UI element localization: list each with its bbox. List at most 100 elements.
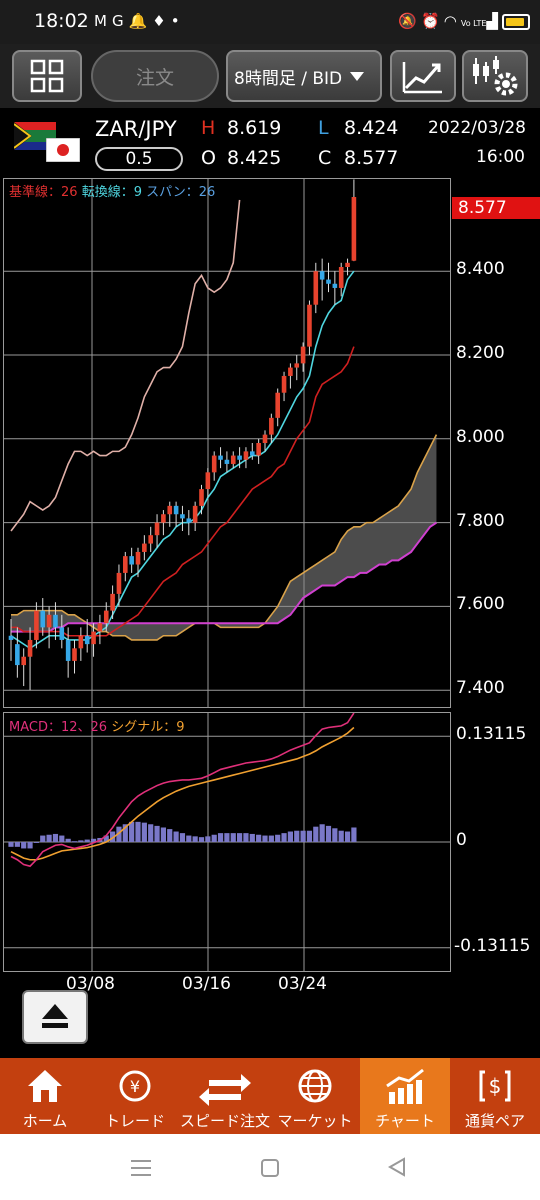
macd-histogram-bar [33,842,39,843]
macd-histogram-bar [135,821,141,842]
candle [205,472,211,490]
macd-tick-label: 0 [456,830,467,850]
macd-histogram-bar [249,833,255,842]
close-value: 8.577 [344,147,399,169]
dot-icon: • [170,12,185,30]
currency-pair-icon: $ [479,1070,511,1102]
low-value: 8.424 [344,117,399,139]
macd-histogram-bar [294,830,300,842]
macd-histogram-bar [256,834,262,842]
candle [97,623,103,632]
eject-icon [42,1004,68,1028]
macd-chart[interactable]: MACD：12、26 シグナル：9 [3,712,451,972]
nav-trade[interactable]: ¥ トレード [90,1058,180,1134]
svg-text:¥: ¥ [130,1077,140,1096]
candle [211,455,217,473]
japan-flag-icon [46,138,80,162]
macd-histogram-bar [40,835,46,842]
price-chart[interactable]: 基準線：26 転換線：9 スパン：26 [3,178,451,708]
candle [27,639,33,657]
ichimoku-candle-chart [4,179,450,707]
macd-histogram-bar [237,833,243,842]
collapse-button[interactable] [22,990,88,1044]
lot-size-box[interactable]: 0.5 [95,147,183,171]
nav-speed-order-label: スピード注文 [180,1112,271,1130]
candle [230,455,236,464]
span-a-line [11,434,438,641]
macd-histogram-bar [351,827,357,842]
macd-histogram-bar [179,833,186,842]
candle [218,455,223,460]
candle [110,593,115,611]
nav-chart[interactable]: チャート [360,1058,450,1134]
price-tick-label: 8.400 [456,259,505,280]
twitter-icon: ♦ [152,12,171,30]
candle [40,610,46,628]
macd-histogram-bar [306,830,313,842]
candle [78,635,84,649]
chikou-line [10,199,241,532]
candle [123,556,128,573]
macd-histogram-bar [268,835,274,842]
candle [135,551,141,565]
macd-histogram-bar [217,833,224,842]
macd-histogram-bar [192,836,198,842]
macd-histogram-bar [319,824,325,842]
nav-market-label: マーケット [277,1112,353,1130]
order-button[interactable]: 注文 [91,50,219,102]
candle [237,455,242,460]
date-tick-label: 03/16 [182,974,231,994]
price-tick-label: 8.000 [456,426,505,447]
system-icons: 🔕⏰◠Vo LTE▟ [398,12,530,30]
nav-speed-order[interactable]: スピード注文 [180,1058,270,1134]
candle [192,505,198,523]
macd-histogram-bar [148,824,154,842]
date-tick-label: 03/24 [278,974,327,994]
macd-histogram-bar [186,835,192,842]
home-system-icon[interactable] [259,1158,281,1178]
recent-apps-icon[interactable] [128,1158,154,1178]
quote-date: 2022/03/28 [428,118,526,138]
nav-home[interactable]: ホーム [0,1058,90,1134]
date-tick-label: 03/08 [66,974,115,994]
grid-menu-button[interactable] [12,50,82,102]
candle [281,375,287,393]
chart-type-button[interactable] [390,50,456,102]
candle [186,518,192,523]
candle [294,363,300,368]
candle [326,279,331,284]
macd-histogram-bar [344,831,351,842]
back-icon[interactable] [386,1156,408,1178]
currency-pair-label: ZAR/JPY [95,117,177,141]
candle [173,505,179,515]
macd-legend: MACD：12、26 シグナル：9 [9,716,184,735]
candle [15,644,20,666]
candle [275,392,280,418]
market-icon [298,1069,332,1103]
candle [116,572,122,594]
macd-histogram-bar [14,842,20,847]
candle [269,417,274,435]
candle [84,635,90,645]
low-label: L [318,117,329,139]
period-selector[interactable]: 8時間足 / BID [226,50,382,102]
nav-currency-pair-label: 通貨ペア [464,1112,525,1130]
speed-order-icon [199,1074,251,1106]
price-tick-label: 7.600 [456,594,505,615]
chart-settings-button[interactable] [462,50,528,102]
nav-market[interactable]: マーケット [270,1058,360,1134]
candle [8,635,14,640]
macd-histogram-bar [71,841,78,843]
macd-histogram-bar [116,826,122,842]
macd-histogram-bar [110,831,116,842]
macd-histogram-bar [300,830,306,842]
price-tick-label: 8.200 [456,343,505,363]
period-label: 8時間足 / BID [234,68,343,89]
high-label: H [201,117,216,139]
macd-histogram-bar [154,825,160,842]
candle [319,271,325,280]
battery-icon [502,13,530,30]
nav-currency-pair[interactable]: $ 通貨ペア [450,1058,540,1134]
open-label: O [201,147,216,169]
kijun-legend: 基準線：26 [9,185,78,200]
